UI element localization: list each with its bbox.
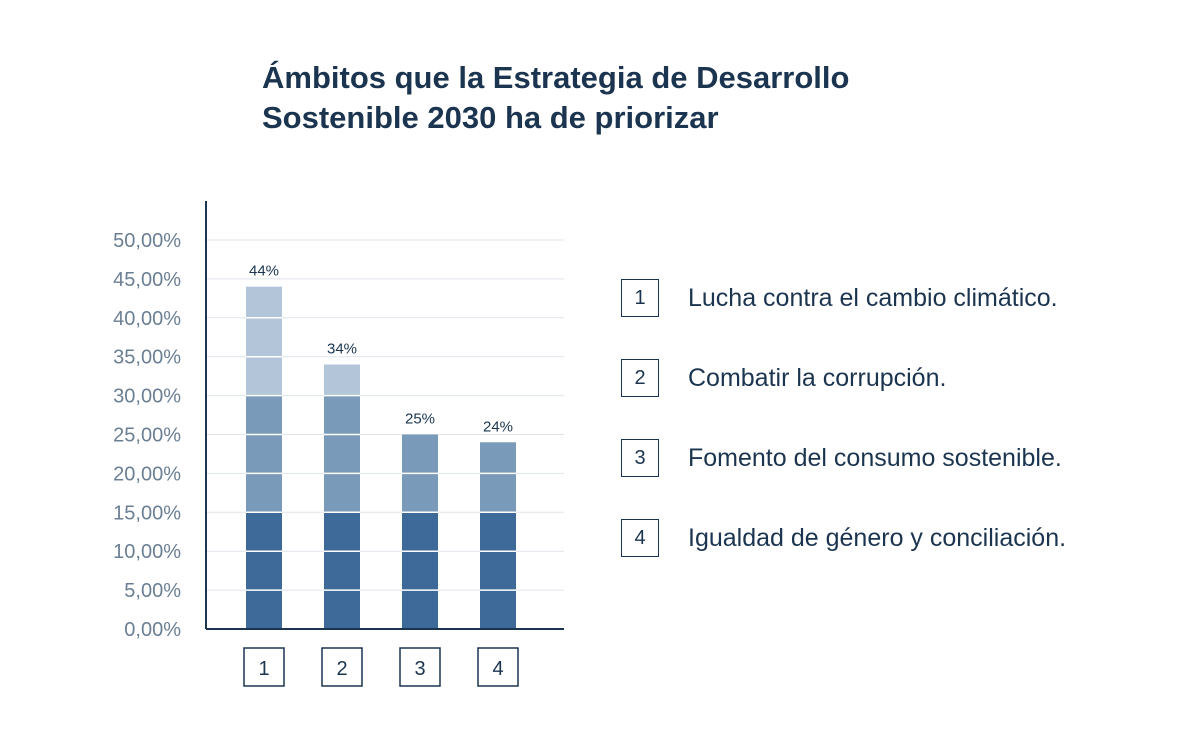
x-category-box [243,647,285,687]
bar-segment [246,512,282,629]
bar-segment [480,512,516,629]
bar-3 [402,434,438,629]
bar-segment [324,364,360,396]
legend-key-2: 2 [621,359,659,397]
y-tick-label: 45,00% [113,269,181,291]
legend-key-4: 4 [621,519,659,557]
x-category-box [477,647,519,687]
x-tick-label: 1 [258,658,269,680]
chart-title: Ámbitos que la Estrategia de Desarrollo … [262,58,1022,138]
x-tick-label: 2 [336,658,347,680]
y-tick-label: 5,00% [124,580,181,602]
legend-item-3: 3 Fomento del consumo sostenible. [621,438,1181,478]
legend-label-3: Fomento del consumo sostenible. [688,443,1062,472]
chart-title-line-1: Ámbitos que la Estrategia de Desarrollo [262,60,850,95]
chart-title-line-2: Sostenible 2030 ha de priorizar [262,100,719,135]
y-tick-label: 25,00% [113,425,181,447]
data-label: 24% [483,418,513,435]
bar-1 [246,286,282,629]
bar-segment [480,442,516,513]
legend-item-2: 2 Combatir la corrupción. [621,358,1181,398]
bar-segment [324,512,360,629]
legend-label-1: Lucha contra el cambio climático. [688,283,1058,312]
bar-4 [480,442,516,629]
y-tick-label: 0,00% [124,619,181,641]
bar-2 [324,364,360,629]
x-category-box [321,647,363,687]
legend-key-3: 3 [621,439,659,477]
data-label: 25% [405,411,435,428]
bar-segment [324,395,360,513]
data-label: 44% [249,263,279,280]
y-tick-label: 15,00% [113,502,181,524]
legend-item-4: 4 Igualdad de género y conciliación. [621,518,1181,558]
x-tick-label: 4 [492,658,503,680]
y-tick-label: 35,00% [113,347,181,369]
x-category-box [399,647,441,687]
legend-item-1: 1 Lucha contra el cambio climático. [621,278,1181,318]
bar-segment [402,512,438,629]
y-tick-label: 10,00% [113,541,181,563]
bar-segment [246,286,282,396]
y-tick-label: 20,00% [113,463,181,485]
legend-label-2: Combatir la corrupción. [688,363,947,392]
x-tick-label: 3 [414,658,425,680]
y-tick-label: 50,00% [113,230,181,252]
legend-label-4: Igualdad de género y conciliación. [688,523,1067,552]
y-tick-label: 40,00% [113,308,181,330]
y-tick-label: 30,00% [113,386,181,408]
legend-key-1: 1 [621,279,659,317]
bar-segment [246,395,282,513]
data-label: 34% [327,340,357,357]
